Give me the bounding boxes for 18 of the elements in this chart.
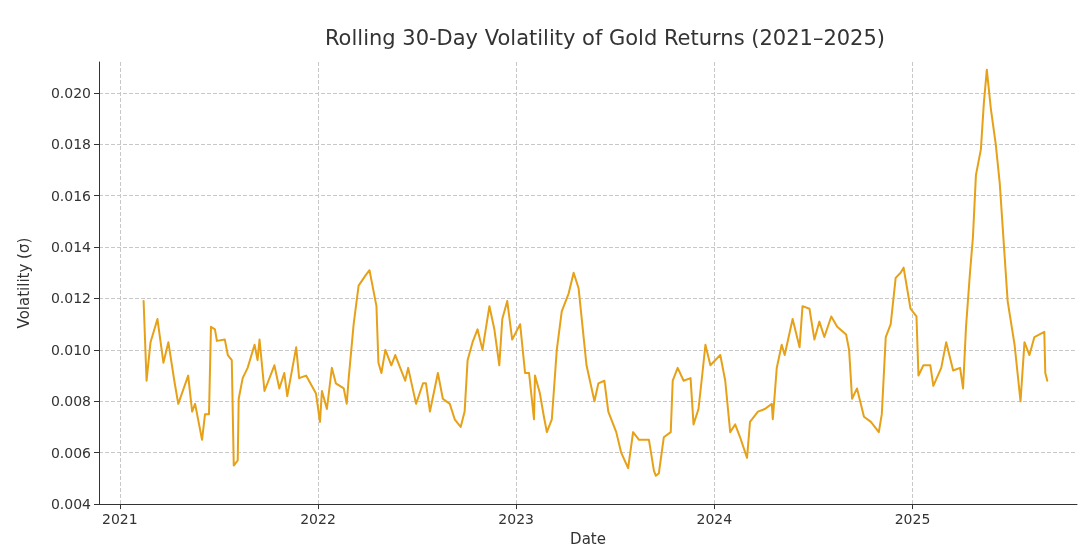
y-tick-label: 0.016 [50,187,92,204]
x-tick-label: 2025 [894,511,931,528]
x-tick-label: 2024 [696,511,733,528]
y-tick-label: 0.014 [50,239,92,256]
y-tick-label: 0.020 [50,84,91,101]
y-tick-label: 0.006 [50,444,92,461]
x-axis-title: Date [570,529,606,548]
x-tick-label: 2023 [498,511,534,528]
y-tick-label: 0.018 [50,136,91,153]
line-series [142,68,1049,477]
y-tick-label: 0.010 [50,341,91,358]
x-tick-label: 2022 [300,511,336,528]
y-axis-title: Volatility (σ) [14,237,33,329]
y-tick-label: 0.008 [50,393,91,410]
y-tick-label: 0.004 [50,496,92,513]
x-tick-label: 2021 [101,511,138,528]
chart-title: Rolling 30-Day Volatility of Gold Returns (2021–2025) [324,25,886,50]
y-tick-label: 0.012 [50,290,91,307]
